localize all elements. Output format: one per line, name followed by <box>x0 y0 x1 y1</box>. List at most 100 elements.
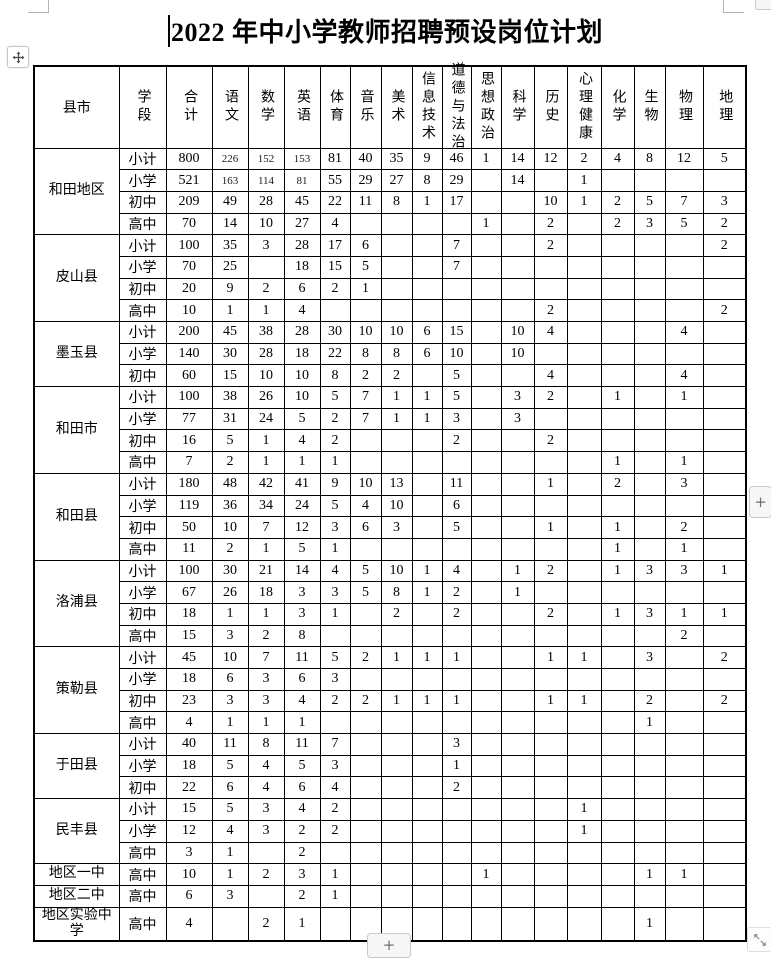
value-cell[interactable]: 3 <box>633 602 666 626</box>
value-cell[interactable] <box>470 234 502 257</box>
stage-cell[interactable]: 小计 <box>118 733 167 756</box>
value-cell[interactable]: 152 <box>247 147 285 171</box>
value-cell[interactable] <box>533 581 568 604</box>
value-cell[interactable]: 35 <box>211 234 249 257</box>
value-cell[interactable]: 2 <box>702 234 747 257</box>
value-cell[interactable]: 10 <box>283 386 321 409</box>
value-cell[interactable]: 9 <box>411 147 443 171</box>
value-cell[interactable] <box>600 169 635 192</box>
value-cell[interactable] <box>470 646 502 669</box>
value-cell[interactable] <box>441 711 472 735</box>
value-cell[interactable] <box>500 668 535 691</box>
value-cell[interactable]: 1 <box>702 602 747 626</box>
value-cell[interactable]: 31 <box>211 407 249 431</box>
value-cell[interactable] <box>702 364 747 388</box>
value-cell[interactable]: 8 <box>411 169 443 192</box>
stage-cell[interactable]: 小学 <box>118 494 167 518</box>
value-cell[interactable]: 26 <box>247 386 285 409</box>
value-cell[interactable] <box>349 299 382 322</box>
value-cell[interactable] <box>380 255 413 279</box>
value-cell[interactable] <box>411 819 443 843</box>
stage-cell[interactable]: 小学 <box>118 668 167 691</box>
county-cell[interactable]: 和田市 <box>33 386 120 474</box>
value-cell[interactable] <box>566 711 602 735</box>
value-cell[interactable]: 1 <box>247 429 285 453</box>
value-cell[interactable]: 1 <box>566 646 602 669</box>
value-cell[interactable]: 1 <box>500 581 535 604</box>
value-cell[interactable]: 1 <box>211 711 249 735</box>
stage-cell[interactable]: 初中 <box>118 516 167 539</box>
value-cell[interactable]: 1 <box>247 299 285 322</box>
value-cell[interactable] <box>600 906 635 942</box>
value-cell[interactable] <box>702 516 747 539</box>
value-cell[interactable] <box>600 321 635 344</box>
stage-cell[interactable]: 小计 <box>118 386 167 409</box>
value-cell[interactable] <box>664 407 704 431</box>
value-cell[interactable] <box>566 884 602 908</box>
value-cell[interactable]: 22 <box>319 190 351 214</box>
value-cell[interactable]: 70 <box>165 212 213 236</box>
value-cell[interactable]: 8 <box>247 733 285 756</box>
value-cell[interactable] <box>600 711 635 735</box>
value-cell[interactable] <box>411 776 443 800</box>
stage-cell[interactable]: 高中 <box>118 451 167 474</box>
value-cell[interactable] <box>600 624 635 648</box>
value-cell[interactable]: 18 <box>165 668 213 691</box>
value-cell[interactable] <box>664 798 704 821</box>
value-cell[interactable]: 4 <box>247 754 285 778</box>
value-cell[interactable]: 6 <box>283 277 321 301</box>
column-header-2[interactable]: 合计 <box>165 65 213 149</box>
value-cell[interactable]: 77 <box>165 407 213 431</box>
value-cell[interactable] <box>600 798 635 821</box>
value-cell[interactable] <box>533 255 568 279</box>
value-cell[interactable]: 6 <box>441 494 472 518</box>
value-cell[interactable]: 9 <box>319 472 351 496</box>
value-cell[interactable]: 5 <box>319 386 351 409</box>
value-cell[interactable]: 1 <box>319 884 351 908</box>
value-cell[interactable]: 15 <box>319 255 351 279</box>
value-cell[interactable]: 1 <box>566 689 602 713</box>
value-cell[interactable]: 6 <box>411 342 443 366</box>
column-header-14[interactable]: 心理健康 <box>566 65 602 149</box>
value-cell[interactable] <box>633 841 666 865</box>
value-cell[interactable] <box>500 798 535 821</box>
value-cell[interactable] <box>566 407 602 431</box>
value-cell[interactable]: 35 <box>380 147 413 171</box>
value-cell[interactable]: 3 <box>211 689 249 713</box>
value-cell[interactable]: 1 <box>600 537 635 561</box>
value-cell[interactable] <box>664 299 704 322</box>
value-cell[interactable]: 1 <box>441 754 472 778</box>
value-cell[interactable]: 3 <box>247 798 285 821</box>
value-cell[interactable]: 100 <box>165 234 213 257</box>
value-cell[interactable] <box>411 798 443 821</box>
value-cell[interactable] <box>566 321 602 344</box>
value-cell[interactable]: 27 <box>283 212 321 236</box>
value-cell[interactable] <box>500 234 535 257</box>
insert-row-button[interactable]: + <box>367 933 411 958</box>
value-cell[interactable]: 12 <box>165 819 213 843</box>
value-cell[interactable]: 4 <box>664 321 704 344</box>
value-cell[interactable] <box>633 451 666 474</box>
value-cell[interactable]: 2 <box>283 819 321 843</box>
stage-cell[interactable]: 高中 <box>118 884 167 908</box>
value-cell[interactable]: 2 <box>533 234 568 257</box>
value-cell[interactable] <box>566 906 602 942</box>
value-cell[interactable] <box>566 451 602 474</box>
value-cell[interactable]: 1 <box>470 863 502 886</box>
value-cell[interactable]: 1 <box>533 689 568 713</box>
value-cell[interactable] <box>566 537 602 561</box>
value-cell[interactable]: 7 <box>664 190 704 214</box>
value-cell[interactable] <box>702 884 747 908</box>
value-cell[interactable]: 3 <box>664 559 704 583</box>
value-cell[interactable] <box>664 689 704 713</box>
value-cell[interactable]: 5 <box>349 559 382 583</box>
value-cell[interactable] <box>470 277 502 301</box>
value-cell[interactable] <box>566 364 602 388</box>
value-cell[interactable] <box>441 451 472 474</box>
value-cell[interactable]: 2 <box>702 299 747 322</box>
value-cell[interactable]: 3 <box>247 819 285 843</box>
value-cell[interactable] <box>247 255 285 279</box>
value-cell[interactable]: 1 <box>470 147 502 171</box>
value-cell[interactable] <box>633 494 666 518</box>
value-cell[interactable]: 15 <box>165 798 213 821</box>
